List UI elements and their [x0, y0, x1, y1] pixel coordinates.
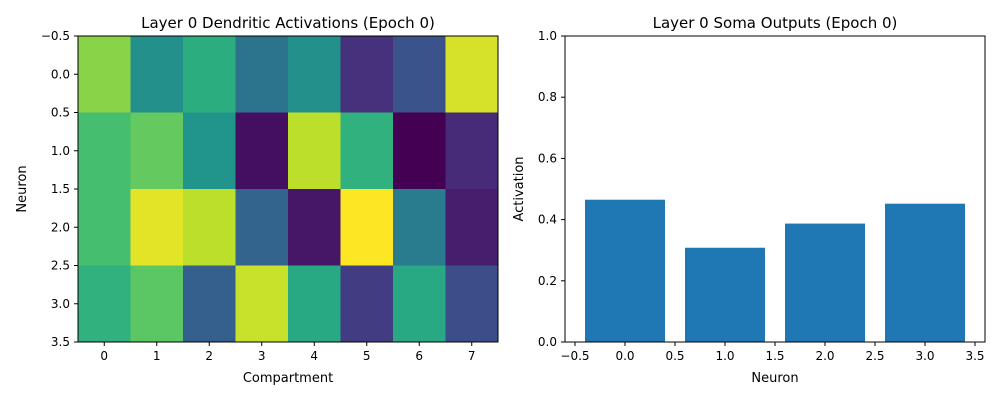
heatmap-cell [130, 189, 184, 266]
heatmap-cell [288, 36, 341, 113]
heatmap-cell [235, 36, 289, 113]
x-tick-label: 2.0 [815, 349, 834, 363]
y-tick-label: 1.5 [51, 182, 70, 196]
heatmap-cell [130, 265, 184, 343]
heatmap-cell [78, 36, 131, 113]
y-tick-label: 0.8 [538, 90, 557, 104]
x-tick-label: 1 [153, 349, 161, 363]
heatmap-cell [78, 112, 131, 190]
x-tick-label: 1.5 [765, 349, 784, 363]
x-tick-label: 0.0 [615, 349, 634, 363]
x-tick-label: 7 [468, 349, 476, 363]
heatmap-panel: Layer 0 Dendritic Activations (Epoch 0) … [15, 14, 499, 386]
heatmap-cell [393, 36, 446, 113]
heatmap-cell [130, 112, 184, 190]
bar [785, 223, 865, 342]
heatmap-cell [183, 36, 236, 113]
y-tick-label: 0.5 [51, 106, 70, 120]
heatmap-cell [78, 265, 131, 343]
x-tick-label: 3 [258, 349, 266, 363]
x-tick-label: 3.5 [965, 349, 984, 363]
heatmap-title: Layer 0 Dendritic Activations (Epoch 0) [141, 14, 435, 32]
heatmap-cell [288, 265, 341, 343]
x-tick-label: −0.5 [560, 349, 589, 363]
x-tick-label: 3.0 [915, 349, 934, 363]
heatmap-cell [130, 36, 184, 113]
heatmap-cell [393, 265, 446, 343]
y-tick-label: 3.0 [51, 297, 70, 311]
bar-title: Layer 0 Soma Outputs (Epoch 0) [653, 14, 898, 32]
bar [585, 199, 665, 342]
bars [585, 199, 965, 342]
heatmap-cell [393, 112, 446, 190]
heatmap-cell [340, 265, 394, 343]
bar-x-ticks: −0.5 0.0 0.5 1.0 1.5 2.0 2.5 3.0 3.5 [560, 342, 985, 363]
y-tick-label: 3.5 [51, 335, 70, 349]
heatmap-cell [183, 189, 236, 266]
bar [685, 247, 765, 342]
y-tick-label: 1.0 [51, 144, 70, 158]
heatmap-cell [340, 112, 394, 190]
x-tick-label: 2 [205, 349, 213, 363]
y-tick-label: 2.5 [51, 259, 70, 273]
bar-panel: Layer 0 Soma Outputs (Epoch 0) −0.5 0.0 0.… [512, 14, 986, 386]
x-tick-label: 4 [310, 349, 318, 363]
heatmap-cell [78, 189, 131, 266]
heatmap-y-label: Neuron [15, 165, 30, 212]
heatmap-cell [183, 265, 236, 343]
heatmap-x-ticks: 0 1 2 3 4 5 6 7 [100, 342, 476, 363]
heatmap-cell [288, 112, 341, 190]
y-tick-label: 2.0 [51, 220, 70, 234]
heatmap-cell [445, 189, 499, 266]
x-tick-label: 2.5 [865, 349, 884, 363]
heatmap-cell [235, 265, 289, 343]
heatmap-x-label: Compartment [243, 371, 333, 386]
y-tick-label: 0.0 [51, 67, 70, 81]
heatmap-cell [445, 36, 499, 113]
heatmap-cell [235, 112, 289, 190]
heatmap-cell [445, 112, 499, 190]
x-tick-label: 0.5 [665, 349, 684, 363]
bar-x-label: Neuron [751, 371, 798, 386]
heatmap-cell [445, 265, 499, 343]
y-tick-label: 0.0 [538, 335, 557, 349]
x-tick-label: 6 [415, 349, 423, 363]
x-tick-label: 1.0 [715, 349, 734, 363]
x-tick-label: 0 [100, 349, 108, 363]
heatmap-cells [78, 36, 499, 343]
heatmap-cell [288, 189, 341, 266]
heatmap-cell [340, 36, 394, 113]
y-tick-label: 0.6 [538, 151, 557, 165]
y-tick-label: 0.4 [538, 213, 557, 227]
heatmap-cell [183, 112, 236, 190]
heatmap-cell [393, 189, 446, 266]
y-tick-label: 1.0 [538, 29, 557, 43]
bar-y-label: Activation [512, 156, 527, 221]
y-tick-label: 0.2 [538, 274, 557, 288]
x-tick-label: 5 [363, 349, 371, 363]
bar [885, 203, 965, 342]
heatmap-cell [340, 189, 394, 266]
y-tick-label: −0.5 [41, 29, 70, 43]
heatmap-y-ticks: −0.5 0.0 0.5 1.0 1.5 2.0 2.5 3.0 3.5 [41, 29, 78, 349]
heatmap-cell [235, 189, 289, 266]
bar-y-ticks: 0.0 0.2 0.4 0.6 0.8 1.0 [538, 29, 565, 349]
